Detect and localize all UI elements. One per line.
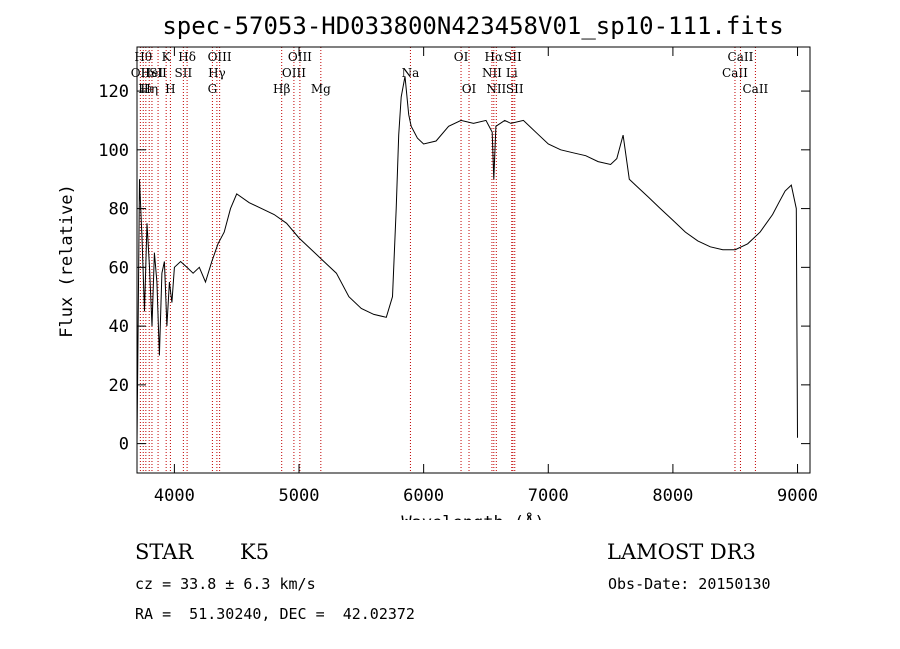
x-axis-ticks: 4000 5000 6000 7000 8000 9000 (154, 47, 818, 506)
line-marker-label: NII (482, 66, 502, 80)
line-marker-label: OIII (282, 66, 306, 80)
line-marker-label: Na (402, 66, 420, 80)
ra-dec: RA = 51.30240, DEC = 42.02372 (135, 605, 415, 623)
line-marker-label: SII (175, 66, 193, 80)
line-marker-label: Hα (485, 50, 504, 64)
y-axis-label: Flux (relative) (57, 184, 77, 338)
line-marker-label: OI (462, 82, 477, 96)
line-marker-label: Li (506, 66, 518, 80)
line-marker-label: OIII (208, 50, 232, 64)
y-tick-label: 60 (109, 258, 129, 278)
line-marker-label: CaII (742, 82, 768, 96)
line-marker-label: G (208, 82, 218, 96)
object-subclass: K5 (240, 540, 270, 564)
y-tick-label: 100 (98, 141, 129, 161)
y-tick-label: 40 (109, 317, 129, 337)
line-markers: OIIHθHιHηHeISIIKHHδSIIGHγOIIIHβOIIIOIIIM… (131, 47, 769, 473)
line-marker-label: Hγ (208, 66, 226, 80)
line-marker-label: SII (506, 82, 524, 96)
line-marker-label: SII (504, 50, 522, 64)
line-marker-label: OII (131, 66, 151, 80)
x-tick-label: 6000 (403, 486, 444, 506)
line-marker-label: CaII (722, 66, 748, 80)
x-tick-label: 8000 (652, 486, 693, 506)
line-marker-label: NII (486, 82, 506, 96)
line-marker-label: K (162, 50, 172, 64)
x-tick-label: 5000 (279, 486, 320, 506)
y-tick-label: 120 (98, 82, 129, 102)
line-marker-label: OI (454, 50, 469, 64)
object-class: STAR (135, 540, 194, 564)
line-marker-label: SII (149, 66, 167, 80)
line-marker-label: Hβ (273, 82, 290, 96)
y-tick-label: 80 (109, 200, 129, 220)
x-tick-label: 7000 (528, 486, 569, 506)
line-marker-label: OIII (288, 50, 312, 64)
spectrum-line (136, 76, 798, 444)
line-marker-label: Mg (311, 82, 331, 96)
line-marker-label: Hθ (134, 50, 152, 64)
line-marker-label: HeI (141, 66, 164, 80)
y-tick-label: 0 (119, 435, 129, 455)
x-tick-label: 4000 (154, 486, 195, 506)
y-axis-ticks: 0 20 40 60 80 100 120 (98, 82, 810, 455)
survey-name: LAMOST DR3 (607, 540, 756, 564)
line-marker-label: CaII (728, 50, 754, 64)
plot-frame (136, 46, 811, 474)
line-marker-label: Hδ (178, 50, 196, 64)
spectrum-chart: spec-57053-HD033800N423458V01_sp10-111.f… (57, 12, 818, 520)
line-marker-label: Hι (138, 82, 153, 96)
redshift-cz: cz = 33.8 ± 6.3 km/s (135, 575, 316, 593)
line-marker-label: Hη (140, 82, 158, 96)
line-marker-label: H (165, 82, 175, 96)
x-tick-label: 9000 (777, 486, 818, 506)
chart-title: spec-57053-HD033800N423458V01_sp10-111.f… (162, 12, 783, 40)
y-tick-label: 20 (109, 376, 129, 396)
obs-date: Obs-Date: 20150130 (608, 575, 771, 593)
x-axis-label: Wavelength (Å) (401, 511, 544, 520)
